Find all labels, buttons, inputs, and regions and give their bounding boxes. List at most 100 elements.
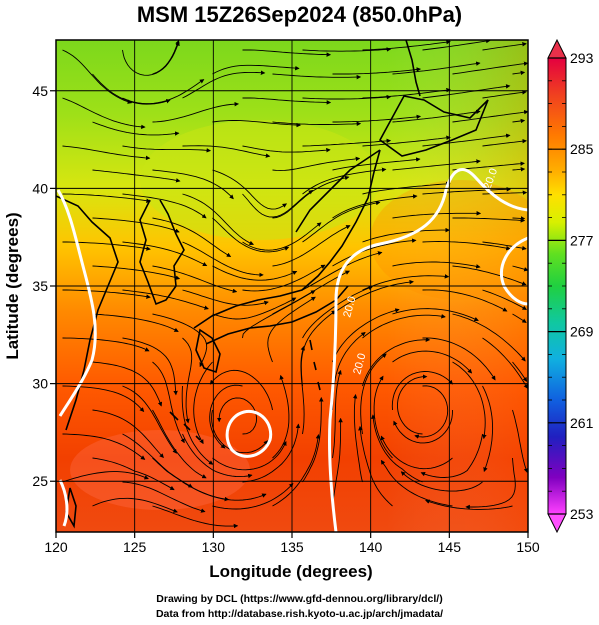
x-axis-ticks: 120 125 130 135 140 145 150 [44, 532, 540, 555]
y-axis-ticks: 25 30 35 40 45 [32, 83, 56, 489]
streamline [482, 42, 527, 51]
streamline [392, 308, 479, 322]
streamline [92, 169, 181, 183]
streamline [332, 369, 342, 459]
y-tick-label-40: 40 [32, 180, 48, 196]
streamline [62, 97, 146, 130]
streamline [193, 361, 213, 445]
okinawa-islands [169, 411, 201, 441]
streamline [422, 133, 511, 147]
colorbar-label-269: 269 [570, 324, 594, 340]
streamline [393, 409, 453, 444]
streamline [212, 217, 290, 253]
streamline [512, 361, 528, 382]
streamline [302, 200, 381, 243]
streamline [62, 433, 146, 460]
honshu-coastline [193, 149, 381, 329]
streamline [302, 138, 392, 147]
streamline [362, 135, 451, 147]
streamline [152, 265, 238, 294]
streamline [482, 241, 527, 251]
streamline [152, 169, 234, 200]
contour-line-east [327, 168, 528, 532]
streamline [302, 396, 324, 483]
streamline [92, 217, 180, 233]
streamline [212, 297, 297, 320]
streamline [452, 313, 526, 362]
streamline [392, 261, 481, 269]
sakhalin-coastline [405, 40, 421, 97]
streamline [425, 499, 513, 510]
korea-coastline [139, 199, 185, 306]
x-tick-label-150: 150 [516, 539, 540, 555]
streamline [332, 194, 418, 219]
streamline [362, 337, 431, 387]
streamline [242, 49, 332, 57]
streamline [182, 289, 269, 306]
streamline [182, 145, 271, 158]
kyushu-coastline [195, 328, 221, 374]
streamline [242, 423, 301, 483]
streamline [332, 67, 422, 75]
streamline [212, 265, 298, 281]
streamline [122, 79, 205, 105]
streamline [482, 385, 494, 473]
streamline [392, 109, 481, 123]
streamline [212, 120, 301, 128]
streamline [92, 265, 181, 280]
colorbar: 293 285 277 269 261 253 [547, 38, 594, 534]
streamline [122, 145, 212, 153]
credit-drawing: Drawing by DCL (https://www.gfd-dennou.o… [156, 593, 443, 605]
streamline [92, 73, 171, 105]
streamline [302, 94, 392, 100]
streamline [392, 350, 473, 374]
streamline [212, 482, 294, 510]
streamline [452, 217, 526, 223]
contour-label-east: 20.0 [351, 352, 368, 376]
streamline [62, 49, 133, 104]
streamline [152, 101, 240, 123]
streamline [452, 109, 528, 123]
streamline [422, 40, 491, 51]
streamline [212, 64, 300, 75]
colorbar-label-277: 277 [570, 232, 594, 248]
streamline [392, 159, 481, 171]
streamline [392, 61, 481, 75]
colorbar-label-293: 293 [570, 50, 594, 66]
streamline [182, 433, 253, 479]
streamline [62, 193, 151, 203]
streamline [422, 289, 508, 312]
contour-line-south [58, 479, 69, 527]
streamline [452, 61, 528, 75]
streamline [181, 385, 214, 465]
contour-label-south: 20.0 [341, 295, 358, 319]
streamline [452, 265, 527, 286]
streamline [362, 314, 446, 339]
streamline [212, 169, 288, 210]
streamline [362, 40, 451, 51]
streamline [272, 121, 362, 127]
streamline [122, 41, 180, 76]
streamline [152, 40, 180, 75]
streamline [211, 409, 268, 454]
streamline [272, 374, 290, 459]
streamline [362, 87, 451, 99]
x-tick-label-125: 125 [123, 539, 147, 555]
streamline [512, 167, 526, 172]
y-tick-label-35: 35 [32, 278, 48, 294]
streamline [152, 361, 185, 444]
streamline [272, 73, 362, 80]
y-tick-label-30: 30 [32, 376, 48, 392]
streamline [242, 222, 322, 251]
colorbar-label-261: 261 [570, 415, 594, 431]
streamline [482, 337, 528, 389]
streamline [302, 47, 392, 52]
y-tick-label-25: 25 [32, 473, 48, 489]
streamline [362, 274, 450, 291]
colorbar-label-253: 253 [570, 506, 594, 522]
streamline [358, 425, 393, 507]
contour-line-cyclone [225, 409, 273, 458]
streamline [209, 369, 273, 411]
streamline [272, 225, 351, 267]
x-tick-label-135: 135 [280, 539, 304, 555]
